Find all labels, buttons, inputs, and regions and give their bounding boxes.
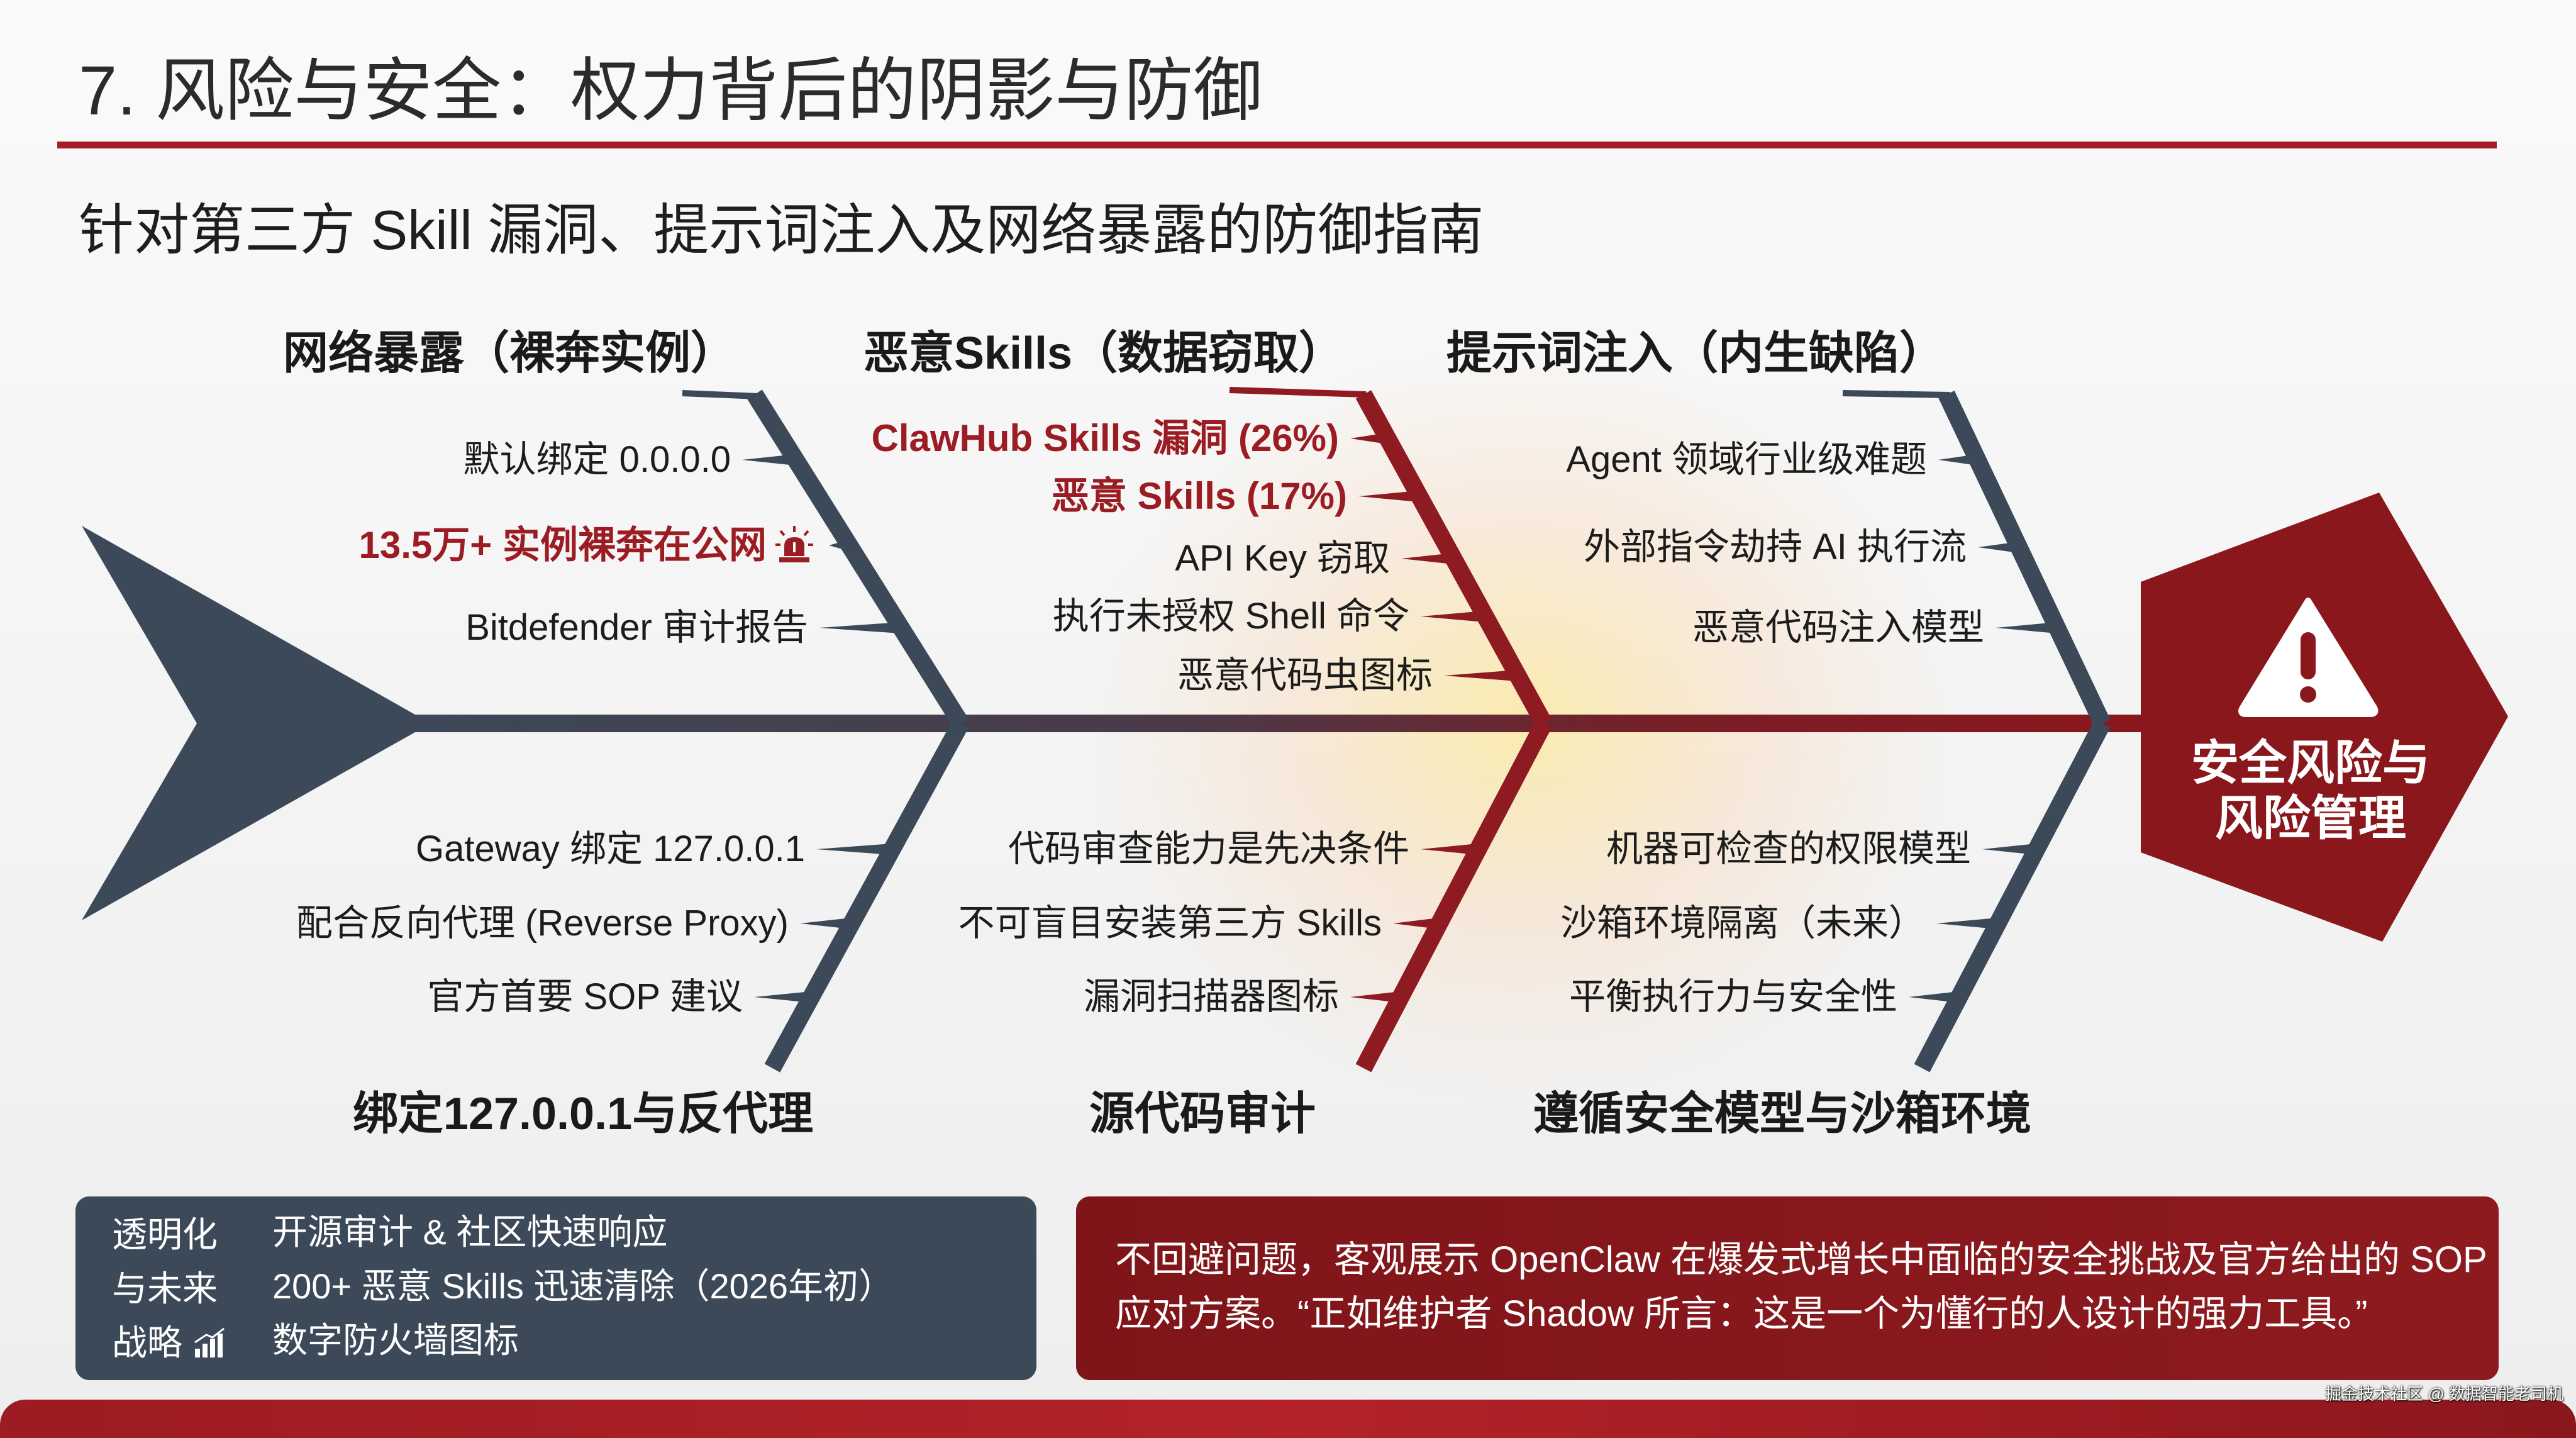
spine [377,715,2145,732]
bone-tick [1936,918,1997,929]
page-title: 7. 风险与安全：权力背后的阴影与防御 [79,52,1263,130]
head-label: 安全风险与 风险管理 [2141,736,2480,847]
page-subtitle: 针对第三方 Skill 漏洞、提示词注入及网络暴露的防御指南 [79,199,1484,261]
head-label-line: 安全风险与 [2191,737,2430,790]
note-box: 不回避问题，客观展示 OpenClaw 在爆发式增长中面临的安全挑战及官方给出的… [1076,1196,2499,1380]
category-header-bind-localhost: 绑定127.0.0.1与反代理 [352,1089,814,1139]
cause-item: Agent 领域行业级难题 [1566,439,1927,480]
category-header-sandbox: 遵循安全模型与沙箱环境 [1533,1089,2032,1139]
bone-tick [1996,622,2057,633]
bone-lower-3 [1914,719,2111,1073]
bone-tick [1909,991,1959,1003]
solution-item: 漏洞扫描器图标 [1083,976,1339,1017]
solution-item: 不可盲目安装第三方 Skills [958,903,1382,944]
cause-item-highlight: ClawHub Skills 漏洞 (26%) [871,417,1340,459]
strategy-label-line: 战略 [112,1316,226,1370]
bone-upper-2 [1229,387,1552,728]
bone-tick [829,540,849,551]
category-header-network-exposure: 网络暴露（裸奔实例） [282,328,736,379]
strategy-label-text: 战略 [112,1323,182,1363]
bone-tick [1350,433,1387,444]
solution-item: 官方首要 SOP 建议 [427,976,743,1017]
solution-item: 配合反向代理 (Reverse Proxy) [296,903,789,944]
cause-item: API Key 窃取 [1175,538,1390,579]
note-text: 不回避问题，客观展示 OpenClaw 在爆发式增长中面临的安全挑战及官方给出的… [1115,1233,2487,1341]
cause-item: 外部指令劫持 AI 执行流 [1583,527,1967,567]
bone-tick [1421,611,1485,622]
strategy-item: 200+ 恶意 Skills 迅速清除（2026年初） [272,1266,894,1306]
title-divider [57,142,2497,148]
bone-tick [742,454,796,465]
bone-tick [819,622,901,633]
footer-band [0,1400,2576,1438]
warning-triangle-icon [2238,598,2379,717]
bone-tick [1358,491,1419,502]
note-line: 应对方案。“正如维护者 Shadow 所言：这是一个为懂行的人设计的强力工具。” [1115,1293,2368,1334]
solution-item: Gateway 绑定 127.0.0.1 [416,828,805,869]
solution-item: 代码审查能力是先决条件 [1008,828,1409,869]
cause-item-text: 13.5万+ 实例裸奔在公网 [358,524,767,566]
category-header-prompt-injection: 提示词注入（内生缺陷） [1446,328,1945,379]
category-header-malicious-skills: 恶意Skills（数据窃取） [863,328,1345,379]
strategy-item: 开源审计 & 社区快速响应 [272,1212,668,1252]
category-header-source-audit: 源代码审计 [1089,1089,1316,1139]
cause-item: 执行未授权 Shell 命令 [1052,596,1409,637]
cause-item: Bitdefender 审计报告 [465,607,808,648]
watermark: 掘金技术社区 @ 数据智能老司机 [2325,1385,2563,1403]
bone-tick [1401,553,1453,564]
cause-item-highlight: 13.5万+ 实例裸奔在公网 [358,523,813,567]
cause-item: 恶意代码注入模型 [1692,607,1984,648]
fish-tail [82,526,415,920]
solution-item: 机器可检查的权限模型 [1606,828,1971,869]
bone-upper-3 [1842,390,2111,727]
head-label-line: 风险管理 [2215,792,2406,845]
bar-chart-rising-icon [194,1327,225,1357]
bone-tick [1938,454,1977,465]
bone-tick [1393,918,1439,929]
bone-tick [754,991,811,1003]
solution-item: 沙箱环境隔离（未来） [1560,903,1925,944]
strategy-label-line: 透明化 [112,1215,218,1254]
strategy-label-line: 与未来 [112,1269,218,1308]
note-line: 不回避问题，客观展示 OpenClaw 在爆发式增长中面临的安全挑战及官方给出的… [1115,1239,2487,1280]
bone-tick [800,918,852,929]
bone-tick [1350,991,1401,1003]
bone-tick [1982,844,2036,855]
bone-tick [1978,542,2019,553]
strategy-label: 透明化 与未来 战略 [112,1208,226,1370]
cause-item-highlight: 恶意 Skills (17%) [1051,475,1347,517]
solution-item: 平衡执行力与安全性 [1568,976,1897,1017]
bone-tick [816,844,892,855]
alarm-siren-icon [775,526,813,562]
strategy-item: 数字防火墙图标 [272,1320,519,1360]
strategy-box: 透明化 与未来 战略 开源审计 & 社区快速响应 200+ 恶意 Skills … [75,1196,1036,1380]
bone-lower-2 [1355,719,1552,1073]
cause-item: 恶意代码虫图标 [1177,655,1433,696]
strategy-items: 开源审计 & 社区快速响应 200+ 恶意 Skills 迅速清除（2026年初… [272,1205,894,1368]
bone-lower-1 [764,719,969,1073]
cause-item: 默认绑定 0.0.0.0 [463,439,731,480]
bone-tick [1444,670,1518,681]
bone-tick [1421,844,1478,855]
bone-upper-1 [682,389,969,728]
